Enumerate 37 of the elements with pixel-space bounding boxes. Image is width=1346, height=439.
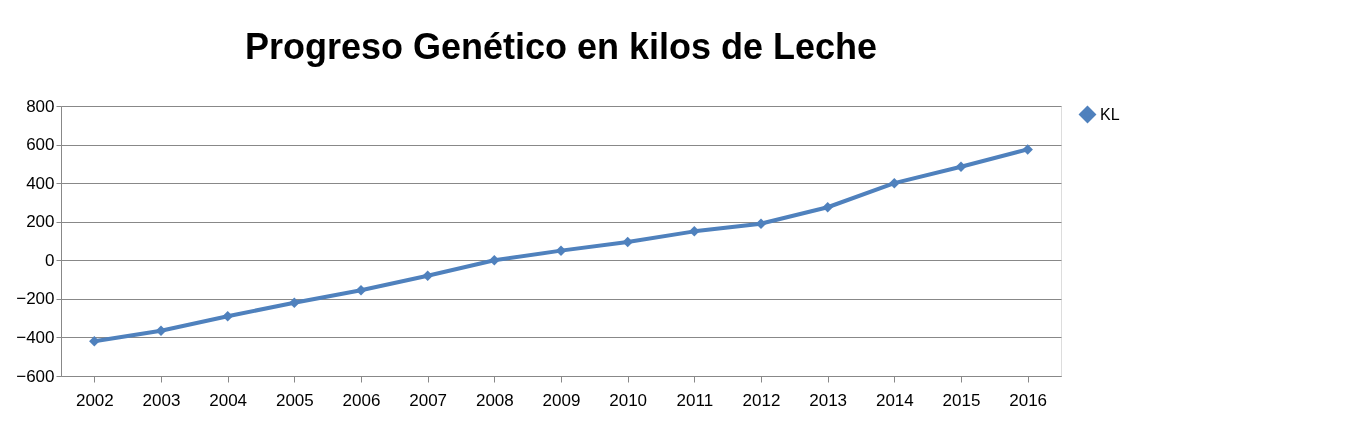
x-tick-label: 2012 xyxy=(742,390,781,410)
x-tick-label: 2011 xyxy=(676,390,714,410)
point xyxy=(822,202,833,213)
x-tick-label: 2010 xyxy=(609,390,648,410)
point xyxy=(689,226,700,237)
point xyxy=(222,310,233,322)
y-tick-label: −400 xyxy=(16,327,55,347)
x-tick-label: 2003 xyxy=(142,390,181,410)
x-tick-label: 2016 xyxy=(1009,390,1048,410)
x-tick-label: 2002 xyxy=(75,390,114,410)
point xyxy=(489,255,500,266)
x-tick-label: 2015 xyxy=(942,390,981,410)
x-tick-label: 2009 xyxy=(542,390,581,410)
y-tick-label: 800 xyxy=(26,96,55,116)
y-tick-label: 0 xyxy=(45,250,55,270)
x-tick-label: 2005 xyxy=(275,390,314,410)
point xyxy=(1022,144,1033,155)
point xyxy=(955,161,967,172)
y-tick-label: −600 xyxy=(16,366,55,386)
x-tick-label: 2004 xyxy=(209,390,248,410)
y-tick-label: 200 xyxy=(26,212,55,232)
point xyxy=(155,325,167,336)
y-tick-label: 600 xyxy=(26,135,55,155)
point xyxy=(289,297,300,308)
x-tick-label: 2007 xyxy=(409,390,448,410)
legend-label: KL xyxy=(1100,105,1120,123)
point xyxy=(422,270,433,281)
x-tick-label: 2013 xyxy=(809,390,848,410)
x-tick-label: 2008 xyxy=(475,390,514,410)
y-tick-label: 400 xyxy=(26,173,55,193)
point xyxy=(622,236,633,248)
point xyxy=(889,177,900,189)
x-tick-label: 2014 xyxy=(875,390,914,410)
y-tick-label: −200 xyxy=(16,289,55,309)
point xyxy=(89,336,100,347)
x-tick-label: 2006 xyxy=(342,390,381,410)
chart-title: Progreso Genético en kilos de Leche xyxy=(244,26,878,67)
